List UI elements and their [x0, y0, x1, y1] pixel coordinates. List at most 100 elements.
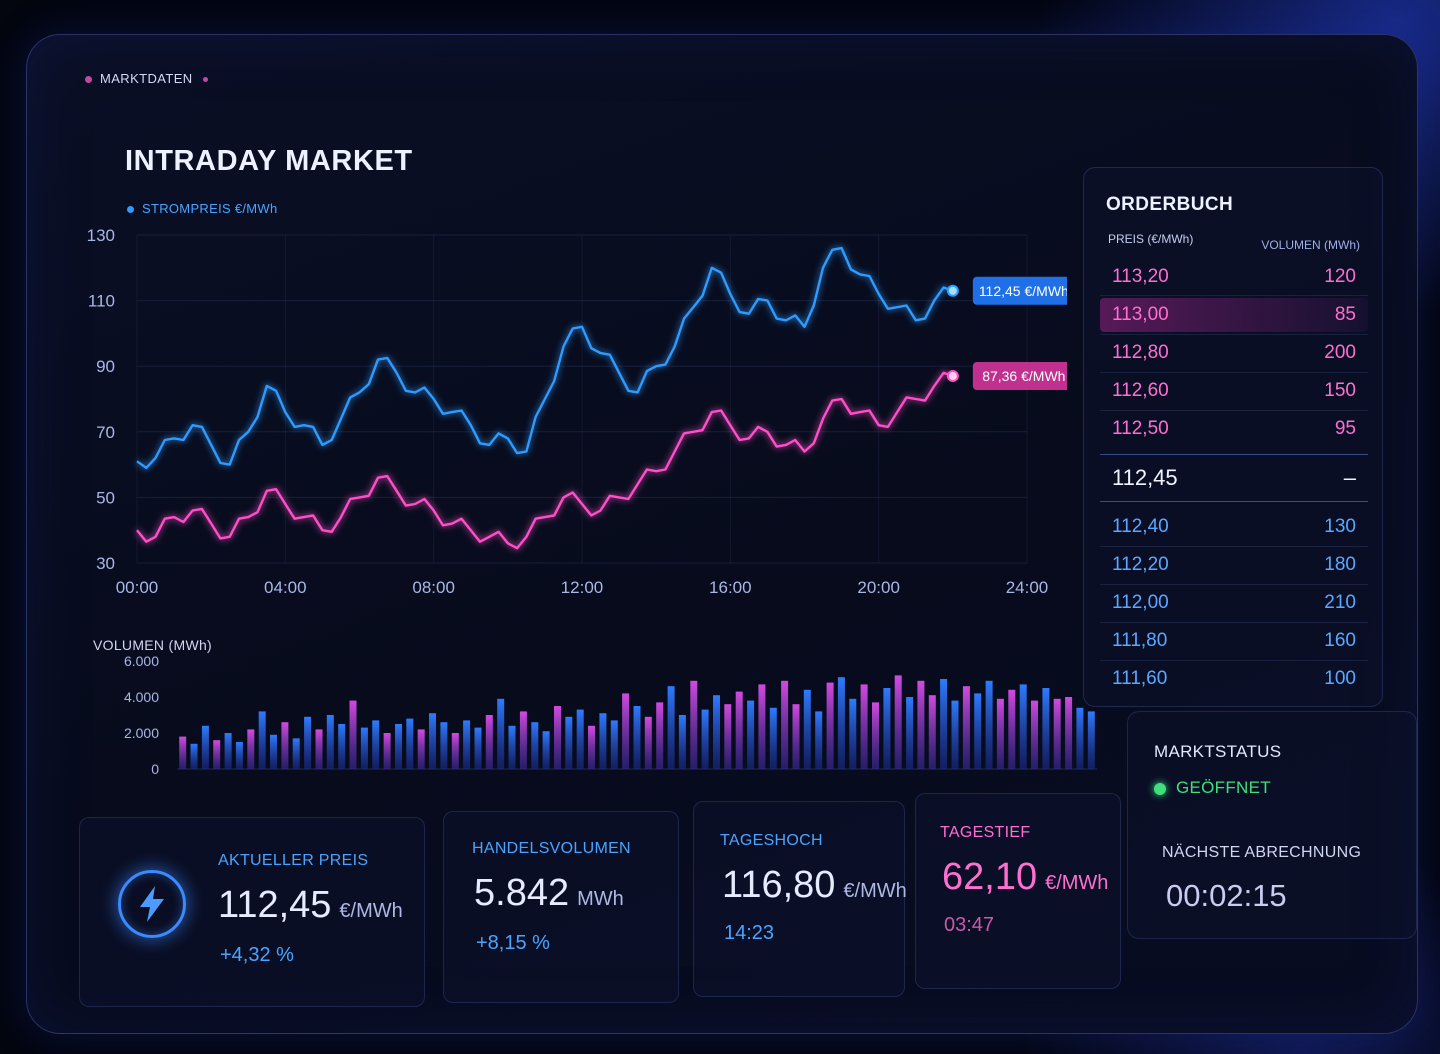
- volume-bar[interactable]: [349, 700, 357, 769]
- volume-bar[interactable]: [1008, 689, 1016, 769]
- volume-bar[interactable]: [769, 707, 777, 769]
- orderbook-ask-row[interactable]: 112,60 150: [1112, 380, 1356, 401]
- volume-bar[interactable]: [395, 724, 402, 769]
- volume-bar[interactable]: [508, 725, 516, 769]
- volume-bar[interactable]: [292, 738, 300, 769]
- orderbook-ask-row[interactable]: 113,00 85: [1100, 298, 1368, 332]
- volume-bar[interactable]: [837, 677, 845, 769]
- blue-price-line[interactable]: [136, 246, 954, 470]
- dashboard-panel: MARKTDATEN INTRADAY MARKET STROMPREIS €/…: [26, 34, 1418, 1034]
- orderbook-ask-row[interactable]: 112,50 95: [1112, 418, 1356, 439]
- volume-bar[interactable]: [985, 680, 993, 769]
- volume-bar[interactable]: [406, 718, 414, 769]
- volume-bar[interactable]: [951, 700, 959, 769]
- volume-bar[interactable]: [588, 725, 595, 769]
- volume-bar[interactable]: [928, 695, 936, 769]
- orderbook-ask-row[interactable]: 112,80 200: [1112, 342, 1356, 363]
- volume-bar[interactable]: [872, 702, 879, 769]
- pink-price-line[interactable]: [136, 371, 954, 550]
- volume-bar[interactable]: [962, 686, 970, 769]
- orderbook-bid-row[interactable]: 111,60 100: [1112, 668, 1356, 689]
- volume-bar[interactable]: [235, 742, 243, 769]
- kpi-card-current-price: AKTUELLER PREIS 112,45 €/MWh +4,32 %: [79, 817, 425, 1007]
- volume-bar[interactable]: [1076, 707, 1084, 769]
- volume-bar[interactable]: [758, 684, 766, 769]
- volume-bar[interactable]: [554, 706, 561, 769]
- volume-bar[interactable]: [281, 722, 289, 769]
- volume-bar[interactable]: [610, 720, 618, 769]
- volume-bar[interactable]: [417, 729, 425, 769]
- volume-bar[interactable]: [906, 697, 914, 769]
- volume-bar[interactable]: [474, 727, 482, 769]
- volume-bar[interactable]: [338, 724, 346, 769]
- orderbook-bid-row[interactable]: 111,80 160: [1112, 630, 1356, 651]
- orderbook-bid-row[interactable]: 112,00 210: [1112, 592, 1356, 613]
- page-title: INTRADAY MARKET: [125, 145, 413, 177]
- volume-bar[interactable]: [451, 733, 459, 769]
- volume-bar[interactable]: [849, 698, 857, 769]
- volume-bar[interactable]: [1031, 700, 1038, 769]
- price-callout-label: 112,45 €/MWh: [979, 283, 1067, 299]
- orderbook-ask-row[interactable]: 113,20 120: [1112, 266, 1356, 287]
- volume-bar[interactable]: [576, 709, 584, 769]
- volume-bar[interactable]: [701, 709, 709, 769]
- volume-bar[interactable]: [792, 704, 800, 769]
- volume-bar[interactable]: [201, 725, 209, 769]
- volume-bar[interactable]: [270, 734, 277, 769]
- volume-bar[interactable]: [974, 693, 982, 769]
- volume-bar[interactable]: [542, 731, 550, 769]
- volume-bar[interactable]: [1042, 688, 1050, 769]
- volume-bar[interactable]: [326, 715, 334, 769]
- volume-bar[interactable]: [429, 713, 436, 769]
- volume-bar[interactable]: [360, 727, 368, 769]
- volume-bar[interactable]: [713, 695, 720, 769]
- volume-bar[interactable]: [815, 711, 823, 769]
- volume-bar[interactable]: [656, 702, 664, 769]
- volume-bar[interactable]: [519, 711, 527, 769]
- price-chart[interactable]: 130 110 90 70 50 30 00:00 04:00 08:00 12:00 16:00…: [67, 225, 1067, 615]
- volume-bar[interactable]: [485, 715, 493, 769]
- volume-bar[interactable]: [1065, 697, 1073, 769]
- volume-bar[interactable]: [497, 698, 505, 769]
- volume-bar[interactable]: [633, 706, 641, 769]
- volume-bar[interactable]: [996, 698, 1004, 769]
- volume-bar[interactable]: [883, 688, 891, 769]
- volume-bar[interactable]: [826, 682, 834, 769]
- volume-bar[interactable]: [213, 740, 221, 769]
- volume-bar[interactable]: [678, 715, 686, 769]
- volume-bar[interactable]: [803, 689, 811, 769]
- volume-bar[interactable]: [667, 686, 675, 769]
- orderbook-bid-row[interactable]: 112,40 130: [1112, 516, 1356, 537]
- volume-bar[interactable]: [644, 716, 652, 769]
- volume-bar[interactable]: [724, 704, 732, 769]
- volume-bar[interactable]: [440, 722, 448, 769]
- volume-bar[interactable]: [247, 729, 255, 769]
- volume-chart[interactable]: 6.000 4.000 2.000 0: [67, 631, 1117, 791]
- volume-bar[interactable]: [372, 720, 380, 769]
- volume-bar[interactable]: [1087, 711, 1095, 769]
- volume-bar[interactable]: [304, 716, 312, 769]
- volume-bar[interactable]: [894, 675, 902, 769]
- volume-bar[interactable]: [1019, 684, 1027, 769]
- orderbook-bid-row[interactable]: 112,20 180: [1112, 554, 1356, 575]
- volume-bar[interactable]: [735, 691, 743, 769]
- volume-bar[interactable]: [690, 680, 698, 769]
- volume-bar[interactable]: [190, 743, 198, 769]
- volume-bar[interactable]: [940, 679, 948, 769]
- volume-bar[interactable]: [860, 684, 868, 769]
- volume-bar[interactable]: [599, 713, 607, 769]
- volume-bar[interactable]: [1053, 698, 1061, 769]
- volume-bar[interactable]: [565, 716, 573, 769]
- volume-bar[interactable]: [781, 680, 789, 769]
- volume-bar[interactable]: [531, 722, 539, 769]
- volume-bar[interactable]: [258, 711, 266, 769]
- volume-bar[interactable]: [383, 733, 391, 769]
- volume-bar[interactable]: [917, 680, 925, 769]
- volume-bar[interactable]: [315, 729, 323, 769]
- y-tick-label: 110: [88, 292, 115, 311]
- volume-bar[interactable]: [179, 736, 187, 769]
- volume-bar[interactable]: [622, 693, 630, 769]
- volume-bar[interactable]: [463, 720, 471, 769]
- volume-bar[interactable]: [747, 700, 755, 769]
- volume-bar[interactable]: [224, 733, 232, 769]
